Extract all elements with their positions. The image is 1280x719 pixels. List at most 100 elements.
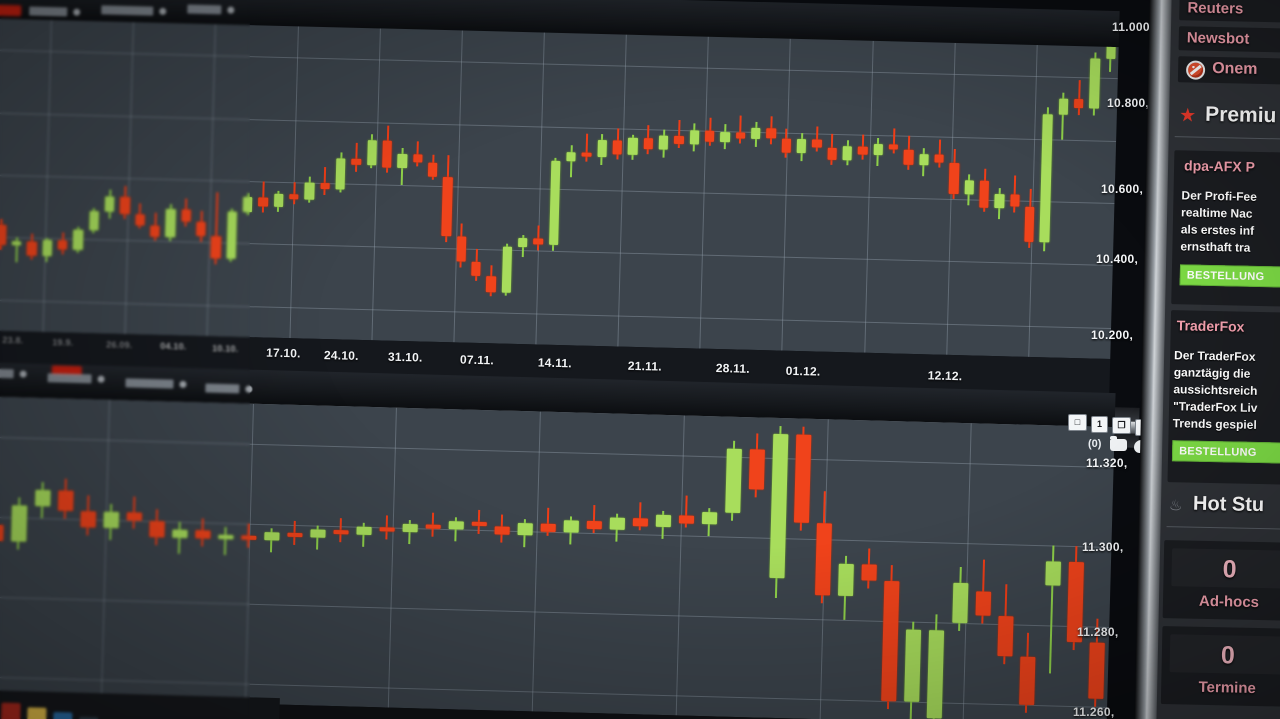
right-sidebar: Reuters Newsbot Onem ★ Premiu dpa-AFX P …: [1152, 0, 1280, 719]
counter-label: Termine: [1198, 678, 1256, 697]
ytick-label: 11.320,: [1086, 456, 1128, 470]
toolbar-dropdown-3[interactable]: [227, 6, 235, 14]
window-tab-1-button[interactable]: 1: [1091, 416, 1108, 433]
hot-counter-ad-hocs[interactable]: 0 Ad-hocs: [1162, 540, 1280, 621]
candle-body: [26, 241, 37, 256]
candle-body: [241, 535, 257, 540]
candle-body: [195, 530, 211, 539]
candlestick: [720, 417, 742, 717]
order-button[interactable]: BESTELLUNG: [1171, 440, 1280, 465]
candle-body: [120, 196, 130, 214]
toolbar-button-3[interactable]: [125, 378, 174, 389]
candle-body: [548, 160, 561, 246]
candle-body: [735, 132, 746, 140]
candle-body: [103, 511, 119, 529]
xtick-label: 31.10.: [387, 349, 423, 365]
xtick-label: 23.8.: [2, 334, 24, 346]
news-source-label: Newsbot: [1186, 29, 1250, 48]
candle-body: [310, 529, 326, 538]
candle-body: [35, 489, 51, 507]
candle-body: [135, 214, 145, 226]
candle-body: [857, 146, 868, 155]
upper-chart-plot[interactable]: [0, 17, 1119, 359]
flame-icon: ♨: [1168, 497, 1183, 515]
candle-body: [704, 130, 715, 142]
candle-body: [210, 236, 221, 259]
candle-body: [242, 196, 253, 213]
candle-body: [563, 520, 579, 533]
candle-body: [456, 236, 467, 262]
candle-body: [633, 518, 648, 527]
news-source-newsbot[interactable]: Newsbot: [1178, 26, 1280, 53]
candle-body: [150, 225, 160, 237]
candle-body: [674, 135, 684, 144]
order-button[interactable]: BESTELLUNG: [1179, 264, 1280, 289]
candlestick: [283, 405, 305, 705]
candlestick: [881, 421, 903, 719]
candle-body: [964, 180, 975, 195]
candlestick: [996, 424, 1018, 719]
candlestick: [904, 422, 926, 719]
xtick-label: 01.12.: [785, 363, 821, 379]
candlestick: [421, 409, 443, 709]
hot-counter-termine[interactable]: 0 Termine: [1160, 626, 1280, 707]
toolbar-button-1[interactable]: [29, 6, 68, 17]
toolbar-dropdown-2[interactable]: [159, 7, 167, 15]
premium-card-traderfox[interactable]: TraderFox Der TraderFox ganztägig die au…: [1167, 310, 1280, 485]
candle-body: [165, 208, 176, 237]
toolbar-dropdown-3[interactable]: [179, 380, 187, 388]
candle-body: [264, 532, 280, 541]
candle-body: [979, 180, 990, 208]
toolbar-button-1[interactable]: [0, 368, 14, 379]
candlestick: [76, 399, 98, 699]
card-line: ernsthaft tra: [1180, 239, 1251, 255]
window-maximize-button[interactable]: ❐: [1112, 417, 1131, 434]
candle-body: [379, 527, 395, 532]
taskbar-icon-1[interactable]: [1, 702, 21, 719]
section-divider: [1174, 136, 1280, 140]
news-source-reuters[interactable]: Reuters: [1179, 0, 1280, 23]
candle-body: [689, 129, 700, 145]
card-title: TraderFox: [1176, 317, 1245, 335]
candlestick: [490, 410, 512, 710]
premium-card-dpa-afx[interactable]: dpa-AFX P Der Profi-Fee realtime Nac als…: [1171, 150, 1280, 307]
candlestick: [582, 413, 604, 713]
candle-wick: [937, 139, 941, 168]
toolbar-dropdown-1[interactable]: [73, 8, 81, 16]
candle-body: [540, 523, 556, 533]
lower-chart-plot[interactable]: [0, 395, 1115, 719]
toolbar-button-2[interactable]: [47, 373, 92, 384]
candle-body: [720, 132, 730, 142]
toolbar-dropdown-1[interactable]: [19, 370, 27, 378]
candlestick: [467, 410, 489, 710]
folder-icon[interactable]: [1110, 436, 1127, 451]
candle-wick: [677, 120, 681, 149]
candle-body: [679, 515, 694, 524]
candle-wick: [323, 167, 327, 196]
taskbar-icon-3[interactable]: [52, 711, 73, 719]
candle-wick: [585, 133, 589, 162]
candle-body: [287, 532, 303, 538]
candle-body: [304, 182, 315, 200]
candle-body: [517, 237, 528, 248]
toolbar-button-2[interactable]: [101, 5, 154, 16]
candle-body: [566, 151, 577, 162]
toolbar-dropdown-2[interactable]: [97, 375, 105, 383]
candlestick: [99, 400, 121, 700]
taskbar-icon-2[interactable]: [27, 707, 47, 719]
candle-body: [412, 154, 423, 163]
candle-wick: [1077, 80, 1081, 115]
candle-wick: [224, 527, 228, 556]
ytick-label: 11.000,: [1112, 20, 1154, 34]
window-restore-button[interactable]: □: [1068, 414, 1087, 431]
toolbar-button-3[interactable]: [187, 4, 222, 15]
toolbar-dropdown-4[interactable]: [245, 385, 253, 393]
candlestick: [1019, 425, 1041, 719]
toolbar-button-4[interactable]: [205, 383, 240, 394]
card-line: Trends gespiel: [1172, 416, 1257, 432]
toolbar-record-indicator: [0, 4, 22, 17]
candle-body: [218, 534, 234, 540]
candle-wick: [292, 182, 296, 205]
news-source-onemarkets[interactable]: Onem: [1177, 56, 1280, 85]
